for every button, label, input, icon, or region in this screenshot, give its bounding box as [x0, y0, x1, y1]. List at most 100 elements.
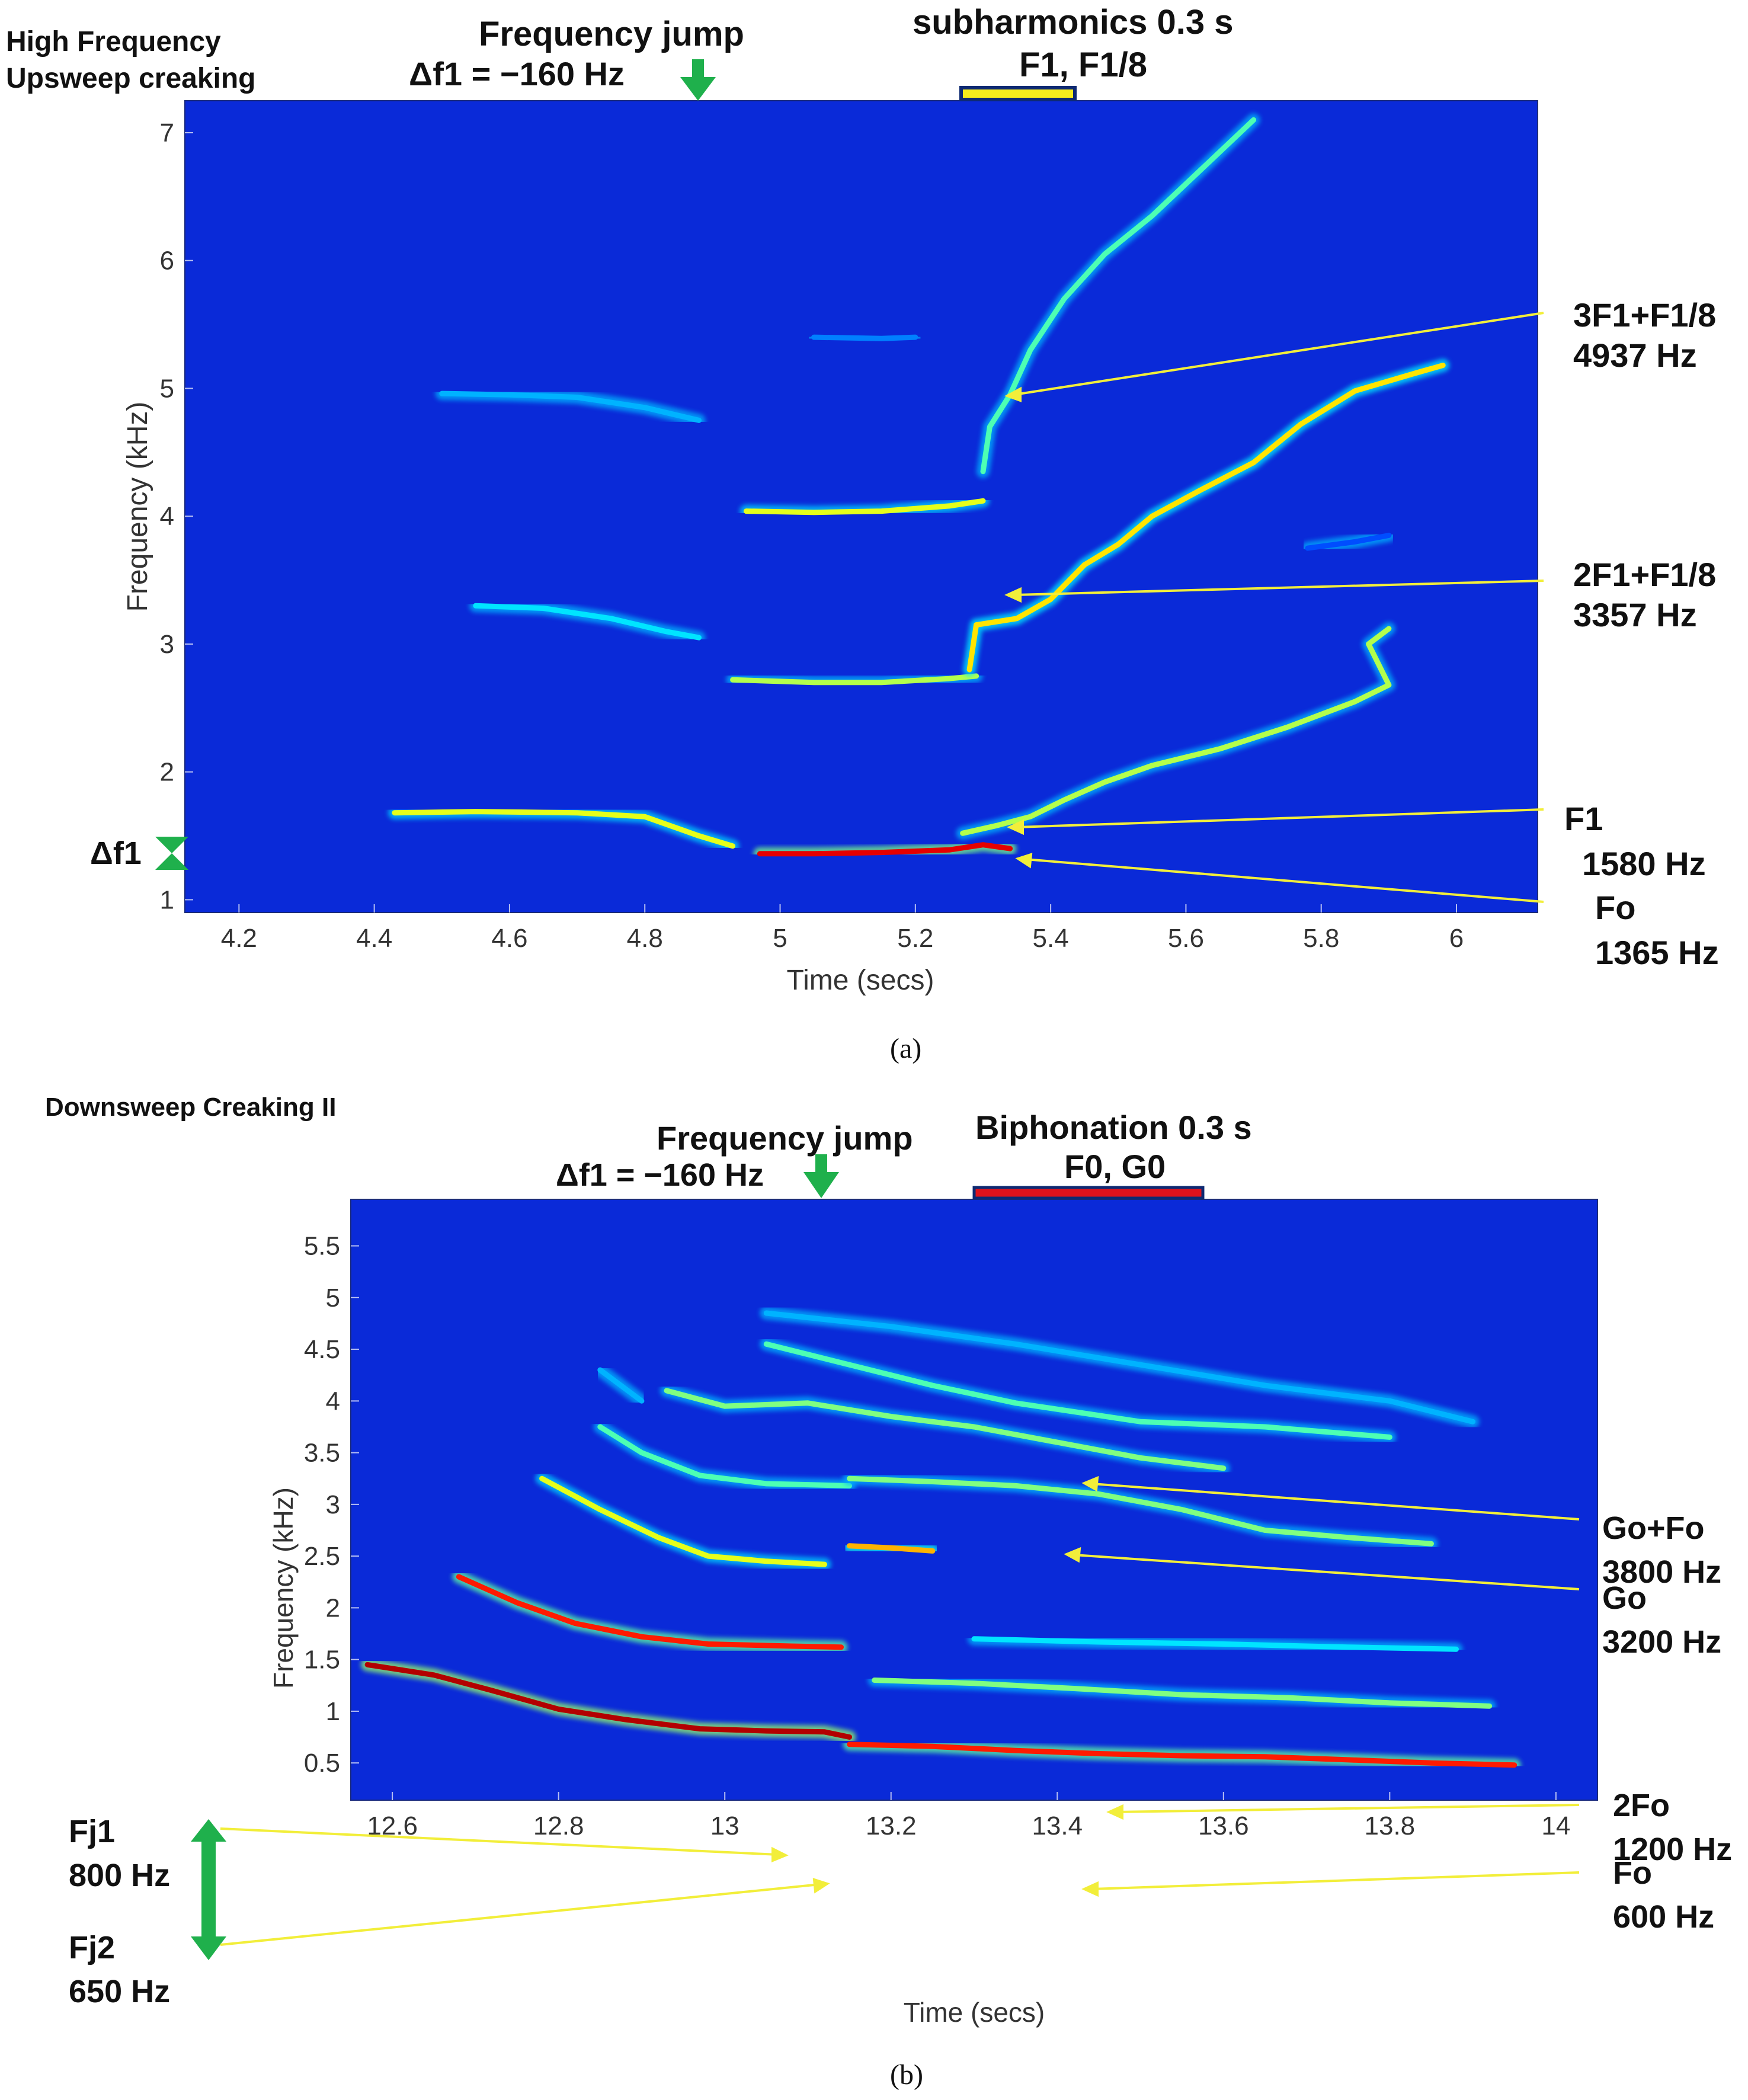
panel-a-chart: 4.2 4.4 4.6 4.8 5 5.2 5.4 5.6 5.8 6 1 2 3 4 5 6 7 Time (…: [90, 59, 1544, 996]
panel-b-annotation-2fo-value: 1200 Hz: [1613, 1832, 1733, 1867]
panel-a-annotation-2f1: 2F1+F1/8 3357 Hz: [1573, 555, 1716, 635]
panel-a-annotation-fo: Fo 1365 Hz: [1595, 885, 1719, 975]
panel-a-ytick-label-5: 6: [160, 247, 174, 276]
panel-a-xtick-label-9: 6: [1449, 924, 1464, 953]
panel-a-annotation-2f1-value: 3357 Hz: [1573, 596, 1697, 633]
panel-b-annotation-gofo-name: Go+Fo: [1602, 1510, 1705, 1546]
panel-a-ytick-label-0: 1: [160, 885, 174, 914]
panel-b-freq-jump-label: Frequency jump: [657, 1119, 913, 1157]
panel-a-xtick-label-6: 5.4: [1033, 924, 1069, 953]
panel-b-annotation-2fo: 2Fo 1200 Hz: [1613, 1784, 1732, 1871]
panel-b-xtick-label-6: 13.8: [1365, 1811, 1416, 1840]
panel-a-ytick-label-6: 7: [160, 119, 174, 148]
panel-a-caption: (a): [890, 1033, 922, 1064]
panel-a-ytick-label-4: 5: [160, 374, 174, 403]
panel-a-ytick-label-3: 4: [160, 502, 174, 531]
panel-a-annotation-f1-value: 1580 Hz: [1582, 845, 1706, 882]
panel-a-annotation-2f1-name: 2F1+F1/8: [1573, 556, 1717, 593]
panel-a-ytick-label-2: 3: [160, 630, 174, 659]
panel-b-trace-7: [597, 1424, 853, 1488]
panel-a-annotation-fo-value: 1365 Hz: [1595, 934, 1719, 971]
panel-b-annotation-fo-value: 600 Hz: [1613, 1899, 1715, 1935]
panel-a-annotation-lines: [1004, 312, 1544, 903]
panel-b-ytick-label-0: 0.5: [304, 1749, 340, 1778]
panel-b-ytick-label-3: 2: [326, 1593, 340, 1622]
panel-a-trace-8: [980, 117, 1257, 475]
panel-b-annotation-lines: [220, 1475, 1580, 1946]
panel-b-trace-1: [847, 1742, 1518, 1768]
panel-a-trace-4: [730, 673, 979, 686]
panel-a-corner-title: High Frequency Upsweep creaking: [6, 24, 256, 97]
panel-a-xtick-label-3: 4.8: [627, 924, 663, 953]
panel-b-annotation-fo-name: Fo: [1613, 1855, 1652, 1891]
panel-a-trace-2: [960, 626, 1392, 836]
panel-a-xtick-label-5: 5.2: [897, 924, 933, 953]
panel-a-trace-7: [743, 498, 986, 516]
panel-b-annotation-gofo-value: 3800 Hz: [1602, 1554, 1722, 1590]
panel-a-delta-f1-marker-label: Δf1: [90, 835, 142, 871]
panel-b-annotation-go: Go 3200 Hz: [1602, 1576, 1721, 1664]
panel-a-annotation-3f1-name: 3F1+F1/8: [1573, 296, 1717, 334]
panel-b-ytick-label-1: 1: [326, 1697, 340, 1726]
panel-a-trace-3: [473, 603, 702, 641]
panel-a-trace-6: [439, 390, 702, 423]
panel-b-xtick-label-1: 12.8: [533, 1811, 584, 1840]
panel-a-ytick-label-1: 2: [160, 758, 174, 787]
panel-b-ytick-label-9: 5: [326, 1283, 340, 1312]
panel-b-ytick-label-2: 1.5: [304, 1646, 340, 1675]
panel-b-annotation-go-value: 3200 Hz: [1602, 1624, 1722, 1660]
panel-b-xtick-label-2: 13: [710, 1811, 739, 1840]
panel-b-ytick-label-6: 3.5: [304, 1439, 340, 1468]
panel-b-xtick-label-5: 13.6: [1198, 1811, 1249, 1840]
panel-b-biphonation-components: F0, G0: [1064, 1148, 1166, 1185]
panel-a-subharmonics-bar: [959, 86, 1077, 101]
panel-a-annotation-3f1-value: 4937 Hz: [1573, 337, 1697, 374]
panel-b-fj-double-arrow-icon: [191, 1819, 226, 1960]
panel-a-xlabel: Time (secs): [787, 965, 934, 996]
panel-a-trace-1: [757, 842, 1013, 857]
panel-b-annotation-fj2: Fj2 650 Hz: [69, 1926, 170, 2013]
panel-b-trace-6: [971, 1636, 1459, 1652]
panel-b-trace-9: [664, 1388, 1227, 1471]
panel-b-delta-f1-label: Δf1 = −160 Hz: [556, 1157, 764, 1193]
panel-b-trace-5: [847, 1543, 936, 1554]
panel-b-annotation-fj1: Fj1 800 Hz: [69, 1810, 170, 1897]
panel-b-traces: [361, 1307, 1521, 1772]
panel-b-annotation-fj1-name: Fj1: [69, 1814, 116, 1849]
panel-b-annotation-gofo: Go+Fo 3800 Hz: [1602, 1506, 1721, 1594]
panel-b-corner-title: Downsweep Creaking II: [45, 1093, 337, 1122]
panel-b-trace-2: [456, 1574, 844, 1650]
panel-a-annotation-f1-name: F1: [1564, 800, 1603, 837]
panel-a-annotation-3f1: 3F1+F1/8 4937 Hz: [1573, 295, 1716, 376]
panel-a-xtick-label-1: 4.4: [356, 924, 392, 953]
panel-b-trace-10: [763, 1341, 1392, 1440]
panel-b-xtick-label-3: 13.2: [866, 1811, 917, 1840]
panel-b-axes: 12.6 12.8 13 13.2 13.4 13.6 13.8 140.511.522.53…: [304, 1232, 1571, 1840]
panel-b-annotation-fo: Fo 600 Hz: [1613, 1851, 1714, 1939]
panel-a-xtick-label-2: 4.6: [491, 924, 527, 953]
panel-a-trace-9: [811, 334, 918, 341]
panel-b-xtick-label-7: 14: [1541, 1811, 1570, 1840]
panel-a-traces: [388, 113, 1450, 860]
panel-b-caption: (b): [890, 2059, 923, 2091]
panel-b-biphonation-label: Biphonation 0.3 s: [975, 1109, 1252, 1146]
panel-b-ylabel: Frequency (kHz): [268, 1487, 299, 1689]
panel-b-trace-0: [364, 1662, 853, 1740]
panel-b-freq-jump-arrow-icon: [803, 1154, 839, 1198]
panel-a-freq-jump-arrow-icon: [680, 59, 716, 101]
panel-a-axes: 4.2 4.4 4.6 4.8 5 5.2 5.4 5.6 5.8 6 1 2 3 4 5 6 7: [160, 119, 1464, 953]
panel-b-ytick-label-8: 4.5: [304, 1335, 340, 1364]
panel-a-trace-0: [392, 809, 736, 849]
panel-a-xtick-label-0: 4.2: [221, 924, 257, 953]
panel-b-xtick-label-4: 13.4: [1032, 1811, 1083, 1840]
panel-b-annotation-go-name: Go: [1602, 1580, 1647, 1616]
panel-a-corner-title-line1: High Frequency: [6, 26, 221, 57]
panel-b-trace-11: [763, 1310, 1476, 1424]
panel-a-delta-f1-label: Δf1 = −160 Hz: [409, 55, 625, 92]
panel-a-xtick-label-4: 5: [773, 924, 787, 953]
panel-b-ytick-label-4: 2.5: [304, 1542, 340, 1571]
panel-b-biphonation-bar: [972, 1186, 1205, 1200]
panel-b-ytick-label-5: 3: [326, 1490, 340, 1519]
panel-a-freq-jump-label: Frequency jump: [479, 15, 744, 53]
panel-b-annotation-fj2-name: Fj2: [69, 1930, 116, 1965]
